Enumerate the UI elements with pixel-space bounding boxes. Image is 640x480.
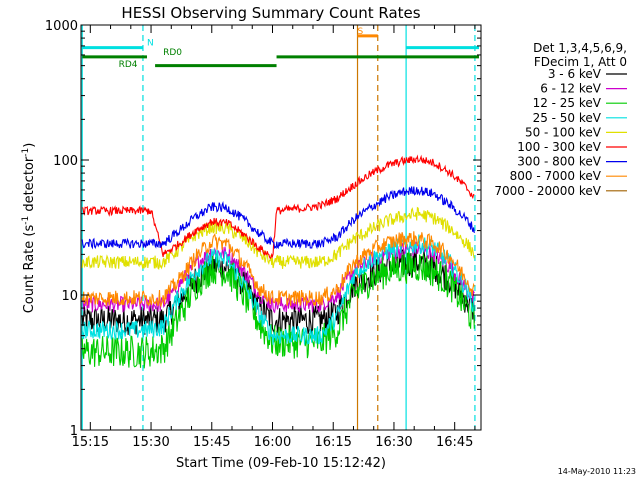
x-axis-label: Start Time (09-Feb-10 15:12:42) [176, 456, 386, 471]
legend-entry-label-6: 300 - 800 keV [517, 155, 601, 169]
series-line-6 [81, 186, 475, 250]
x-tick-label-2: 15:45 [193, 435, 230, 450]
x-tick-label-3: 16:00 [254, 435, 291, 450]
y-axis-ticks: 1 10 100 1000 [45, 19, 481, 439]
legend-entry-label-0: 3 - 6 keV [548, 67, 602, 81]
chart-title: HESSI Observing Summary Count Rates [121, 4, 420, 22]
series-line-0 [81, 248, 475, 336]
legend-entry-label-4: 50 - 100 keV [525, 125, 602, 139]
legend-header-0: Det 1,3,4,5,6,9, [533, 41, 627, 55]
footer-date: 14-May-2010 11:23 [558, 467, 636, 476]
x-axis-ticks: 15:15 15:30 15:45 16:00 16:15 16:30 16:45 [72, 25, 476, 450]
annotation-label-3: RD0 [163, 48, 182, 58]
x-tick-label-1: 15:30 [132, 435, 169, 450]
plot-frame [80, 24, 482, 431]
legend-entry-label-3: 25 - 50 keV [533, 111, 602, 125]
y-tick-label-0: 1 [70, 424, 78, 439]
legend-entry-label-5: 100 - 300 keV [517, 140, 601, 154]
y-axis-label-sup: -1 [21, 216, 31, 225]
y-tick-label-2: 100 [53, 154, 78, 169]
annotation-label-4: RD4 [119, 60, 138, 70]
legend-entry-label-2: 12 - 25 keV [533, 96, 602, 110]
legend-header-1: FDecim 1, Att 0 [534, 55, 627, 69]
observing-annotations: N S RD0 RD4 [81, 25, 479, 430]
legend-entry-label-1: 6 - 12 keV [540, 82, 602, 96]
series-line-4 [81, 206, 475, 271]
legend-entry-label-8: 7000 - 20000 keV [494, 184, 601, 198]
series-line-7 [81, 231, 475, 308]
y-axis-label: Count Rate (s-1 detector-1) [21, 143, 37, 314]
legend: Det 1,3,4,5,6,9,FDecim 1, Att 03 - 6 keV… [494, 41, 627, 198]
x-tick-label-4: 16:15 [314, 435, 351, 450]
x-tick-label-6: 16:45 [436, 435, 473, 450]
y-tick-label-1: 10 [61, 289, 78, 304]
series-line-3 [81, 234, 475, 345]
annotation-label-2: S [357, 27, 363, 37]
x-tick-label-5: 16:30 [375, 435, 412, 450]
y-axis-label-part1: Count Rate (s [22, 225, 37, 314]
y-axis-label-sup2: -1 [21, 148, 31, 157]
annotation-label-0: N [147, 39, 154, 49]
series-layer [81, 154, 475, 369]
y-axis-label-part3: ) [22, 143, 37, 148]
y-tick-label-3: 1000 [45, 19, 78, 34]
legend-entry-label-7: 800 - 7000 keV [510, 169, 602, 183]
x-tick-label-0: 15:15 [72, 435, 109, 450]
y-axis-label-part2: detector [22, 156, 37, 216]
series-line-5 [81, 154, 475, 260]
